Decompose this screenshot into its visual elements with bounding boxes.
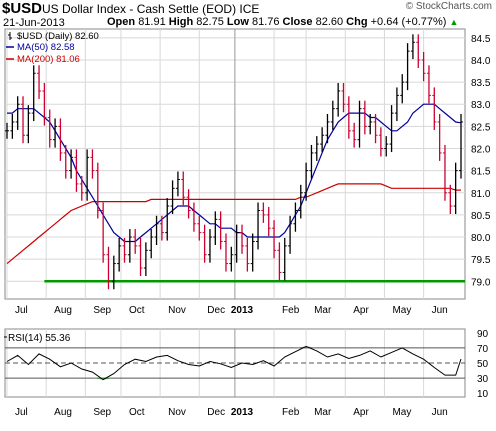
price-tick-label: 80.0 bbox=[471, 233, 491, 244]
price-x-tick-label: Nov bbox=[168, 305, 186, 316]
price-tick-label: 80.5 bbox=[471, 211, 491, 222]
rsi-x-tick-label: Aug bbox=[54, 407, 72, 418]
rsi-tick-label: 50 bbox=[477, 359, 489, 370]
rsi-x-tick-label: Jul bbox=[15, 407, 28, 418]
price-x-tick-label: Apr bbox=[353, 305, 369, 316]
rsi-legend-label: RSI(14) 55.36 bbox=[8, 333, 71, 344]
price-tick-label: 81.0 bbox=[471, 189, 491, 200]
price-x-tick-label: Oct bbox=[129, 305, 145, 316]
price-tick-label: 82.5 bbox=[471, 122, 491, 133]
price-x-tick-label: Dec bbox=[207, 305, 225, 316]
price-x-tick-label: Mar bbox=[314, 305, 332, 316]
rsi-x-tick-label: May bbox=[392, 407, 411, 418]
change-label: Chg bbox=[346, 16, 368, 28]
price-tick-label: 83.5 bbox=[471, 78, 491, 89]
price-tick-label: 79.0 bbox=[471, 277, 491, 288]
change-up-arrow-icon: ▲ bbox=[449, 17, 459, 27]
watermark: © StockCharts.com bbox=[405, 1, 492, 12]
high-label: High bbox=[168, 16, 194, 28]
rsi-x-tick-label: Dec bbox=[207, 407, 225, 418]
rsi-x-tick-label: Jun bbox=[432, 407, 448, 418]
price-x-tick-label: May bbox=[392, 305, 411, 316]
price-tick-label: 82.0 bbox=[471, 145, 491, 156]
rsi-tick-label: 30 bbox=[477, 374, 489, 385]
high-value: 82.75 bbox=[196, 16, 224, 28]
price-x-tick-label: Jun bbox=[432, 305, 448, 316]
legend-entry: MA(50) 82.58 bbox=[17, 42, 75, 53]
rsi-extreme-fill bbox=[92, 378, 104, 380]
legend-entry: MA(200) 81.06 bbox=[17, 54, 80, 65]
close-value: 82.60 bbox=[315, 16, 344, 28]
price-x-tick-label: Aug bbox=[54, 305, 72, 316]
rsi-x-tick-label: Feb bbox=[282, 407, 300, 418]
change-value: +0.64 (+0.77%) bbox=[370, 16, 447, 28]
rsi-line bbox=[6, 345, 462, 381]
rsi-tick-label: 70 bbox=[477, 344, 489, 355]
legend-entry: $USD (Daily) 82.60 bbox=[17, 31, 99, 42]
price-tick-label: 81.5 bbox=[471, 167, 491, 178]
low-label: Low bbox=[226, 16, 249, 28]
ohlc-bars bbox=[5, 34, 463, 290]
ohlc-readout: Open 81.91 High 82.75 Low 81.76 Close 82… bbox=[107, 16, 458, 28]
rsi-tick-label: 90 bbox=[477, 329, 489, 340]
rsi-x-tick-label: Nov bbox=[168, 407, 186, 418]
low-value: 81.76 bbox=[251, 16, 280, 28]
rsi-x-tick-label: Apr bbox=[353, 407, 369, 418]
price-x-tick-label: Jul bbox=[15, 305, 28, 316]
price-x-tick-label: 2013 bbox=[231, 305, 254, 316]
price-tick-label: 84.0 bbox=[471, 56, 491, 67]
price-tick-label: 84.5 bbox=[471, 34, 491, 45]
rsi-x-tick-label: Mar bbox=[314, 407, 332, 418]
price-tick-label: 79.5 bbox=[471, 255, 491, 266]
price-x-tick-label: Feb bbox=[282, 305, 300, 316]
open-label: Open bbox=[107, 16, 136, 28]
symbol-description: US Dollar Index - Cash Settle (EOD) ICE bbox=[42, 2, 260, 16]
price-x-tick-label: Sep bbox=[93, 305, 111, 316]
rsi-x-tick-label: Oct bbox=[129, 407, 145, 418]
quote-date: 21-Jun-2013 bbox=[3, 17, 65, 29]
rsi-tick-label: 10 bbox=[477, 389, 489, 400]
ma200-line bbox=[6, 183, 461, 265]
close-label: Close bbox=[282, 16, 313, 28]
symbol-label: $USD bbox=[2, 0, 43, 17]
rsi-x-tick-label: Sep bbox=[93, 407, 111, 418]
open-value: 81.91 bbox=[138, 16, 166, 28]
rsi-x-tick-label: 2013 bbox=[231, 407, 254, 418]
ma50-line bbox=[7, 103, 462, 243]
price-tick-label: 83.0 bbox=[471, 100, 491, 111]
